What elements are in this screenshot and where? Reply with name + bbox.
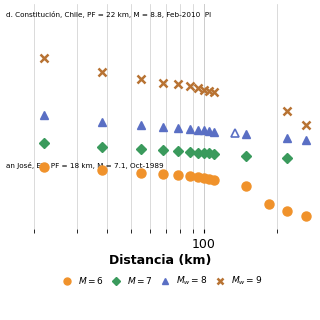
Text: an José, EU, PF = 18 km, M = 7.1, Oct-1989: an José, EU, PF = 18 km, M = 7.1, Oct-19… (6, 162, 163, 169)
Legend: $M=6$, $M=7$, $M_w=8$, $M_w=9$: $M=6$, $M=7$, $M_w=8$, $M_w=9$ (58, 275, 262, 287)
Text: d. Constitución, Chile, PF = 22 km, M = 8.8, Feb-2010  Pl: d. Constitución, Chile, PF = 22 km, M = … (6, 11, 211, 18)
X-axis label: Distancia (km): Distancia (km) (109, 254, 211, 267)
